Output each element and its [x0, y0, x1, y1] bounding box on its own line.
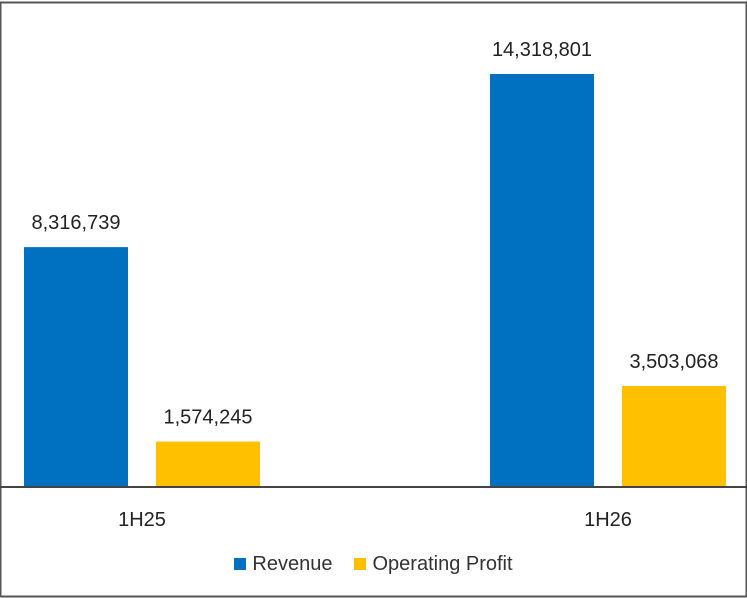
data-label-operating-profit-1h26: 3,503,068: [630, 351, 719, 373]
bar-operating-profit-1h26: [622, 385, 726, 487]
legend-label-revenue: Revenue: [252, 552, 333, 575]
labels-layer: 8,316,739 1,574,245 1H25 14,318,801 3,503,06…: [32, 39, 719, 531]
legend-swatch-revenue: [234, 558, 247, 570]
bars-layer: [24, 74, 726, 487]
data-label-revenue-1h25: 8,316,739: [32, 212, 121, 234]
data-label-operating-profit-1h25: 1,574,245: [164, 407, 253, 429]
legend-label-operating-profit: Operating Profit: [372, 552, 513, 575]
bar-revenue-1h25: [24, 247, 128, 487]
bar-revenue-1h26: [490, 74, 594, 487]
data-label-revenue-1h26: 14,318,801: [492, 39, 592, 61]
legend: Revenue Operating Profit: [0, 550, 747, 578]
bar-operating-profit-1h25: [156, 441, 260, 487]
legend-item-revenue: Revenue: [234, 553, 332, 576]
x-tick-label-1h26: 1H26: [584, 509, 632, 531]
x-tick-label-1h25: 1H25: [118, 509, 166, 531]
legend-swatch-operating-profit: [354, 558, 367, 570]
legend-item-operating-profit: Operating Profit: [354, 552, 513, 576]
